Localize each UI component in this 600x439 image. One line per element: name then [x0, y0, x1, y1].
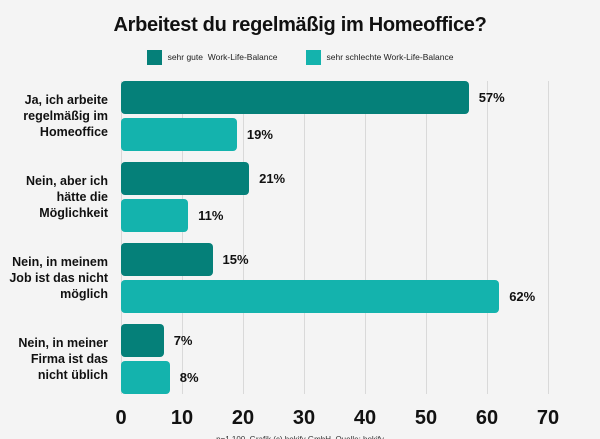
bar-row: 7%	[121, 324, 560, 357]
bar-row: 8%	[121, 361, 560, 394]
gridlines	[121, 81, 560, 394]
gridline-30	[304, 81, 305, 394]
bar-value-label: 11%	[198, 208, 224, 223]
legend-label: sehr gute Work-Life-Balance	[167, 52, 278, 62]
source-note: n=1.100, Grafik (c) hokify GmbH, Quelle:…	[0, 435, 600, 439]
bar-good-wlb	[121, 324, 164, 357]
plot-area: 57% 19% 21% 11% 15% 62% 7% 8%	[121, 81, 560, 394]
bar-bad-wlb	[121, 361, 170, 394]
bar-bad-wlb	[121, 118, 237, 151]
legend: sehr gute Work-Life-Balance sehr schlecht…	[0, 49, 600, 65]
bar-bad-wlb	[121, 280, 500, 313]
bar-group-1: 21% 11%	[121, 162, 560, 232]
bar-bad-wlb	[121, 199, 189, 232]
bar-value-label: 21%	[259, 171, 286, 186]
bar-good-wlb	[121, 243, 213, 276]
category-label: Nein, in meinem Job ist das nicht möglic…	[9, 255, 108, 301]
bar-value-label: 15%	[222, 252, 249, 267]
x-axis-tick-50: 50	[414, 407, 438, 429]
bar-value-label: 57%	[478, 90, 505, 105]
x-axis-tick-70: 70	[536, 407, 560, 429]
chart-body: Ja, ich arbeite regelmäßig im Homeoffice…	[0, 81, 600, 405]
legend-item-0: sehr gute Work-Life-Balance	[146, 49, 278, 65]
legend-swatch-icon	[146, 49, 162, 65]
legend-swatch-icon	[305, 49, 321, 65]
bar-row: 57%	[121, 81, 560, 114]
category-labels: Ja, ich arbeite regelmäßig im Homeoffice…	[0, 81, 108, 405]
x-axis-tick-0: 0	[115, 407, 127, 429]
gridline-60	[487, 81, 488, 394]
bar-group-0: 57% 19%	[121, 81, 560, 151]
category-label: Ja, ich arbeite regelmäßig im Homeoffice	[23, 93, 108, 139]
bar-row: 15%	[121, 243, 560, 276]
x-axis-tick-60: 60	[475, 407, 499, 429]
bar-row: 21%	[121, 162, 560, 195]
x-axis-tick-30: 30	[292, 407, 316, 429]
plot-groups: 57% 19% 21% 11% 15% 62% 7% 8%	[121, 81, 560, 394]
bar-row: 19%	[121, 118, 560, 151]
bar-good-wlb	[121, 81, 469, 114]
x-axis: 0 10 20 30 40 50 60 70	[115, 407, 600, 431]
gridline-50	[426, 81, 427, 394]
category-label: Nein, aber ich hätte die Möglichkeit	[26, 174, 108, 220]
bar-good-wlb	[121, 162, 250, 195]
bar-value-label: 7%	[173, 333, 193, 348]
x-axis-tick-20: 20	[231, 407, 255, 429]
gridline-10	[182, 81, 183, 394]
gridline-40	[365, 81, 366, 394]
legend-label: sehr schlechte Work-Life-Balance	[326, 52, 454, 62]
bar-value-label: 19%	[246, 127, 273, 142]
bar-value-label: 8%	[179, 370, 199, 385]
legend-item-1: sehr schlechte Work-Life-Balance	[305, 49, 454, 65]
bar-row: 11%	[121, 199, 560, 232]
bar-row: 62%	[121, 280, 560, 313]
bar-value-label: 62%	[509, 289, 536, 304]
chart-title: Arbeitest du regelmäßig im Homeoffice?	[113, 14, 487, 36]
x-axis-tick-10: 10	[170, 407, 194, 429]
x-axis-tick-40: 40	[353, 407, 377, 429]
gridline-20	[243, 81, 244, 394]
gridline-70	[548, 81, 549, 394]
category-label: Nein, in meiner Firma ist das nicht übli…	[18, 336, 108, 382]
bar-group-3: 7% 8%	[121, 324, 560, 394]
bar-group-2: 15% 62%	[121, 243, 560, 313]
gridline-0	[121, 81, 122, 394]
